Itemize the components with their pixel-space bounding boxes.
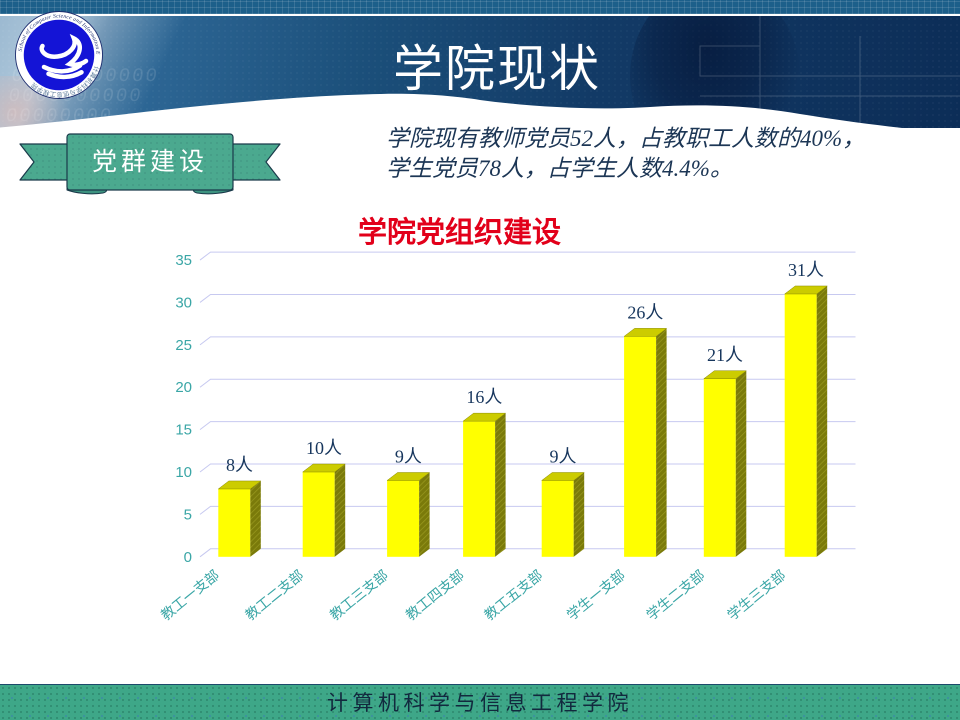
svg-text:8人: 8人: [226, 455, 253, 475]
svg-text:教工五支部: 教工五支部: [482, 567, 546, 623]
svg-text:30: 30: [175, 294, 192, 311]
svg-text:26人: 26人: [627, 302, 663, 322]
svg-text:10人: 10人: [306, 438, 342, 458]
svg-text:教工二支部: 教工二支部: [243, 567, 307, 623]
svg-text:9人: 9人: [395, 446, 422, 466]
svg-text:16人: 16人: [466, 387, 502, 407]
svg-text:35: 35: [175, 252, 192, 269]
svg-text:教工一支部: 教工一支部: [158, 567, 222, 623]
svg-text:15: 15: [175, 422, 192, 439]
svg-text:25: 25: [175, 337, 192, 354]
svg-text:教工四支部: 教工四支部: [403, 567, 467, 623]
svg-text:教工三支部: 教工三支部: [327, 567, 391, 623]
svg-text:31人: 31人: [788, 260, 824, 280]
svg-text:学生三支部: 学生三支部: [725, 567, 789, 623]
svg-text:20: 20: [175, 379, 192, 396]
svg-text:学生二支部: 学生二支部: [644, 567, 708, 623]
svg-text:0: 0: [184, 549, 192, 566]
svg-text:9人: 9人: [549, 446, 576, 466]
svg-text:10: 10: [175, 464, 192, 481]
svg-text:5: 5: [184, 506, 192, 523]
svg-text:学生一支部: 学生一支部: [564, 567, 628, 623]
svg-text:21人: 21人: [707, 345, 743, 365]
